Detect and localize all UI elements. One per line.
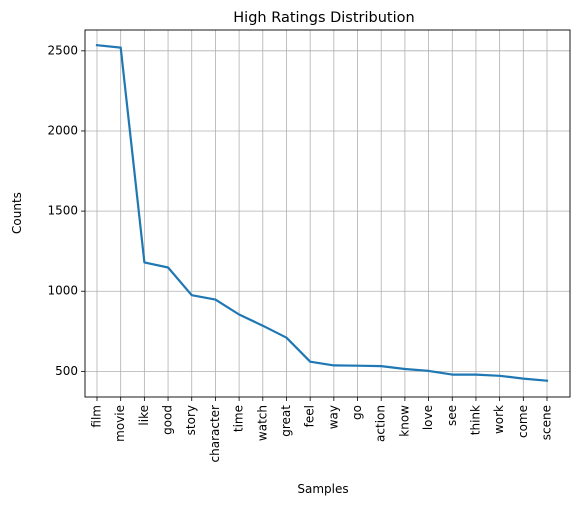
x-tick-label: good <box>161 405 175 435</box>
x-tick-label: work <box>492 405 506 434</box>
chart-title: High Ratings Distribution <box>233 10 414 26</box>
x-tick-label: great <box>279 405 293 437</box>
x-tick-label: scene <box>540 405 554 440</box>
x-tick-label: like <box>137 405 151 426</box>
x-tick-label: come <box>516 405 530 438</box>
y-tick-label: 2000 <box>47 123 78 137</box>
y-axis-title: Counts <box>10 192 24 234</box>
x-tick-label: think <box>468 405 482 435</box>
y-tick-label: 1500 <box>47 204 78 218</box>
x-tick-label: go <box>350 405 364 420</box>
x-tick-label: feel <box>303 405 317 427</box>
x-tick-label: film <box>90 405 104 428</box>
plot-frame <box>84 29 571 398</box>
x-tick-label: watch <box>255 405 269 441</box>
x-axis-title: Samples <box>297 482 348 496</box>
y-tick-label: 2500 <box>47 43 78 57</box>
x-tick-label: story <box>184 405 198 435</box>
y-tick-label: 1000 <box>47 284 78 298</box>
x-tick-label: see <box>445 405 459 426</box>
axis-layer: film movie like good story character time watch… <box>47 43 553 462</box>
x-tick-label: character <box>208 405 222 463</box>
x-tick-label: love <box>421 405 435 430</box>
x-tick-label: way <box>326 405 340 429</box>
x-tick-label: movie <box>113 405 127 442</box>
y-tick-label: 500 <box>55 364 78 378</box>
series-line <box>95 43 549 382</box>
grid-layer <box>85 30 570 397</box>
x-tick-label: time <box>232 405 246 432</box>
line-layer <box>95 43 549 382</box>
x-tick-label: action <box>374 405 388 442</box>
x-tick-label: know <box>397 405 411 437</box>
